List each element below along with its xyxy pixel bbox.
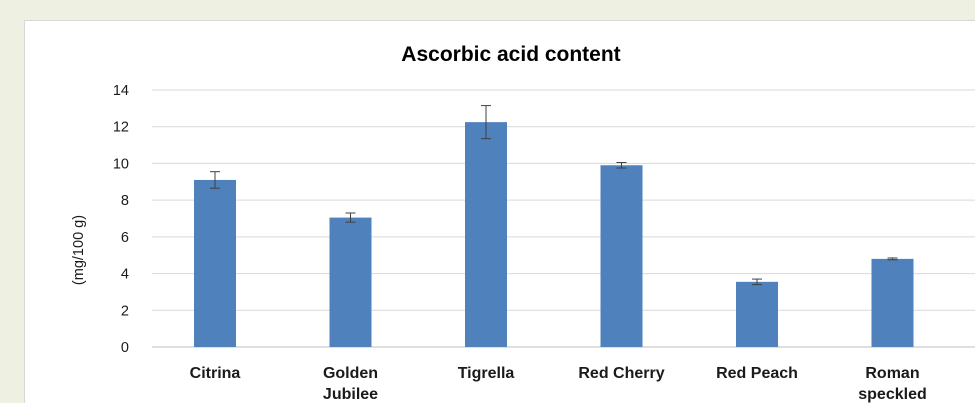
x-axis-ticks: Citrina Golden Jubilee Tigrella Red Cherry Re… — [190, 365, 927, 403]
y-axis-ticks: 0 2 4 6 8 10 12 14 — [113, 83, 129, 356]
error-bar — [345, 212, 356, 223]
y-tick-label: 10 — [113, 156, 129, 172]
bar — [871, 258, 914, 347]
chart-title: Ascorbic acid content — [401, 43, 620, 66]
y-tick-label: 0 — [121, 340, 129, 356]
x-tick-label: Red Cherry — [578, 365, 664, 382]
x-tick-label: Golden — [323, 365, 378, 382]
x-tick-label: Citrina — [190, 365, 241, 382]
bar — [194, 179, 236, 347]
bar — [736, 281, 778, 347]
y-tick-label: 14 — [113, 83, 129, 99]
y-tick-label: 12 — [113, 120, 129, 136]
bars — [194, 122, 914, 347]
bar — [329, 217, 372, 347]
x-tick-label: Jubilee — [323, 386, 378, 403]
x-tick-label: speckled — [858, 386, 926, 403]
x-tick-label: Roman — [865, 365, 919, 382]
y-tick-label: 8 — [121, 193, 129, 209]
chart-area: Ascorbic acid content (mg/100 g) 0 2 4 6 8 10… — [24, 20, 975, 403]
y-tick-label: 4 — [121, 267, 129, 283]
y-tick-label: 2 — [121, 303, 129, 319]
error-bar — [481, 105, 491, 140]
y-axis-label: (mg/100 g) — [71, 215, 87, 285]
bar — [465, 122, 507, 347]
gridlines — [152, 89, 975, 348]
error-bar — [616, 162, 627, 169]
error-bar — [752, 278, 762, 286]
error-bars — [210, 105, 898, 286]
y-tick-label: 6 — [121, 230, 129, 246]
x-tick-label: Red Peach — [716, 365, 798, 382]
x-tick-label: Tigrella — [458, 365, 515, 382]
bar — [600, 165, 643, 347]
error-bar — [210, 171, 220, 189]
error-bar — [887, 257, 898, 261]
bar-chart: Ascorbic acid content (mg/100 g) 0 2 4 6 8 10… — [71, 43, 975, 403]
